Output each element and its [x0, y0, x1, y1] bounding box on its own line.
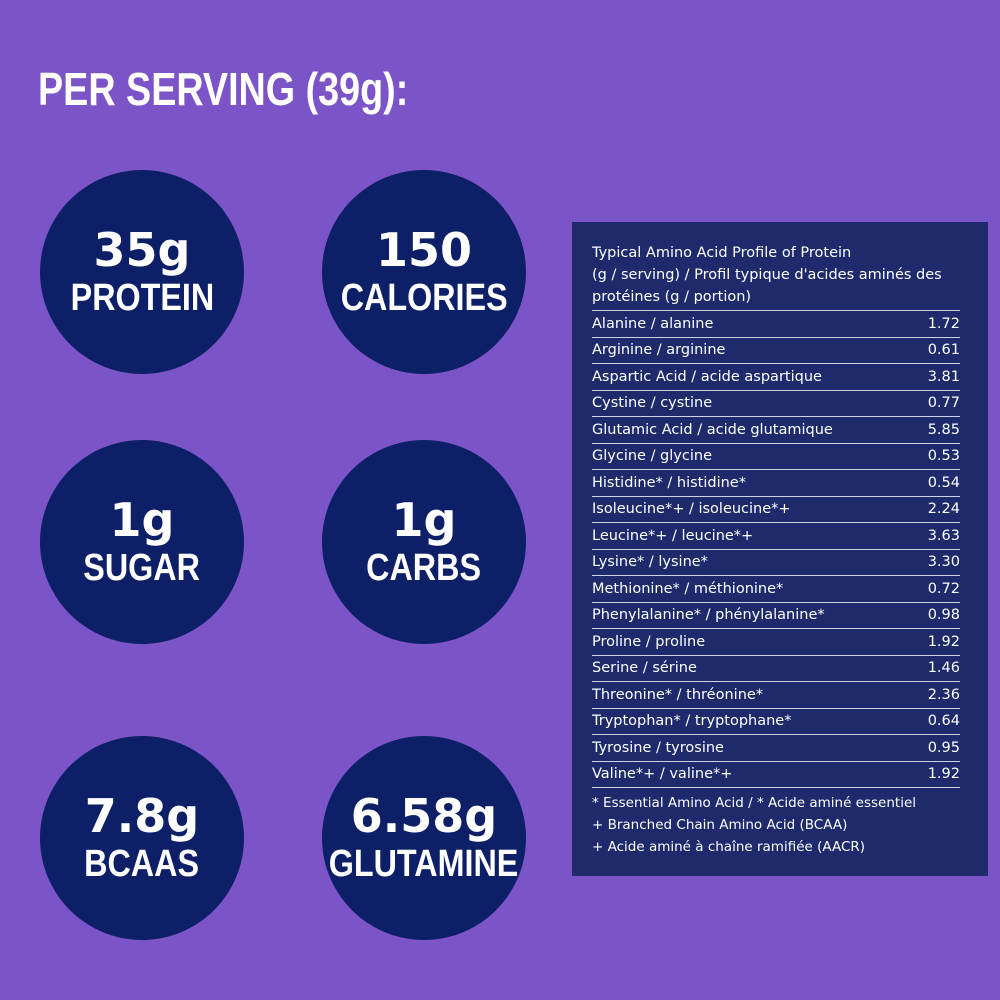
stat-value: 1g: [109, 493, 175, 547]
table-footnotes: * Essential Amino Acid / * Acide aminé e…: [592, 792, 960, 858]
footnote: + Branched Chain Amino Acid (BCAA): [592, 817, 848, 833]
row-name: Tyrosine / tyrosine: [592, 739, 724, 756]
footnote: + Acide aminé à chaîne ramifiée (AACR): [592, 839, 866, 855]
stat-bcaas: 7.8g BCAAS: [40, 736, 244, 940]
stat-label: BCAAS: [84, 843, 200, 885]
table-row: Tryptophan* / tryptophane* 0.64: [592, 709, 960, 735]
stat-label: SUGAR: [83, 547, 201, 589]
stat-calories: 150 CALORIES: [322, 170, 526, 374]
row-value: 1.46: [927, 660, 960, 677]
page-title: PER SERVING (39g):: [38, 63, 409, 115]
table-title: Typical Amino Acid Profile of Protein (g…: [592, 242, 960, 308]
table-row: Methionine* / méthionine* 0.72: [592, 576, 960, 603]
table-row: Aspartic Acid / acide aspartique 3.81: [592, 364, 960, 391]
stat-label: GLUTAMINE: [329, 843, 519, 885]
row-value: 0.98: [927, 607, 960, 624]
table-row: Isoleucine*+ / isoleucine*+ 2.24: [592, 497, 960, 523]
table-row: Leucine*+ / leucine*+ 3.63: [592, 523, 960, 550]
table-title-line: (g / serving) / Profil typique d'acides …: [592, 267, 942, 283]
row-value: 3.81: [927, 368, 960, 385]
row-value: 0.72: [927, 580, 960, 597]
row-name: Threonine* / thréonine*: [592, 686, 764, 703]
table-row: Serine / sérine 1.46: [592, 656, 960, 682]
table-row: Cystine / cystine 0.77: [592, 391, 960, 417]
stat-label: CALORIES: [340, 277, 508, 319]
row-name: Leucine*+ / leucine*+: [592, 527, 754, 544]
row-name: Alanine / alanine: [592, 315, 714, 332]
table-title-line: protéines (g / portion): [592, 289, 752, 305]
row-value: 2.24: [927, 501, 960, 518]
row-value: 1.92: [927, 633, 960, 650]
stat-value: 35g: [93, 223, 191, 277]
row-value: 1.72: [927, 315, 960, 332]
table-row: Threonine* / thréonine* 2.36: [592, 682, 960, 709]
stat-value: 1g: [391, 493, 457, 547]
row-name: Methionine* / méthionine*: [592, 580, 784, 597]
row-name: Glutamic Acid / acide glutamique: [592, 421, 833, 438]
row-name: Cystine / cystine: [592, 395, 713, 412]
table-row: Glycine / glycine 0.53: [592, 444, 960, 470]
table-row: Glutamic Acid / acide glutamique 5.85: [592, 417, 960, 444]
row-value: 3.63: [927, 527, 960, 544]
row-value: 0.54: [927, 474, 960, 491]
row-value: 0.95: [927, 739, 960, 756]
stat-value: 6.58g: [350, 789, 498, 843]
row-name: Histidine* / histidine*: [592, 474, 746, 491]
row-value: 0.64: [927, 713, 960, 730]
amino-acid-table: Typical Amino Acid Profile of Protein (g…: [572, 222, 988, 876]
row-value: 0.53: [927, 448, 960, 465]
row-name: Valine*+ / valine*+: [592, 766, 733, 783]
table-row: Alanine / alanine 1.72: [592, 311, 960, 338]
row-name: Proline / proline: [592, 633, 706, 650]
stat-sugar: 1g SUGAR: [40, 440, 244, 644]
row-name: Tryptophan* / tryptophane*: [592, 713, 792, 730]
stat-label: PROTEIN: [70, 277, 214, 319]
row-value: 1.92: [927, 766, 960, 783]
row-value: 0.77: [927, 395, 960, 412]
table-row: Lysine* / lysine* 3.30: [592, 550, 960, 576]
stat-glutamine: 6.58g GLUTAMINE: [322, 736, 526, 940]
row-name: Aspartic Acid / acide aspartique: [592, 368, 822, 385]
row-value: 0.61: [927, 342, 960, 359]
stat-label: CARBS: [366, 547, 482, 589]
row-name: Phenylalanine* / phénylalanine*: [592, 607, 825, 624]
row-name: Isoleucine*+ / isoleucine*+: [592, 501, 791, 518]
row-value: 2.36: [927, 686, 960, 703]
row-name: Glycine / glycine: [592, 448, 712, 465]
table-rows: Alanine / alanine 1.72 Arginine / arginin…: [592, 310, 960, 788]
table-row: Proline / proline 1.92: [592, 629, 960, 656]
table-row: Arginine / arginine 0.61: [592, 338, 960, 364]
table-row: Histidine* / histidine* 0.54: [592, 470, 960, 497]
stat-value: 7.8g: [84, 789, 200, 843]
stat-protein: 35g PROTEIN: [40, 170, 244, 374]
stat-carbs: 1g CARBS: [322, 440, 526, 644]
table-title-line: Typical Amino Acid Profile of Protein: [592, 245, 852, 261]
table-row: Valine*+ / valine*+ 1.92: [592, 762, 960, 788]
table-row: Phenylalanine* / phénylalanine* 0.98: [592, 603, 960, 629]
footnote: * Essential Amino Acid / * Acide aminé e…: [592, 795, 917, 811]
row-name: Arginine / arginine: [592, 342, 726, 359]
table-row: Tyrosine / tyrosine 0.95: [592, 735, 960, 762]
stat-value: 150: [375, 223, 473, 277]
row-value: 5.85: [927, 421, 960, 438]
row-name: Lysine* / lysine*: [592, 554, 708, 571]
row-name: Serine / sérine: [592, 660, 697, 677]
row-value: 3.30: [927, 554, 960, 571]
